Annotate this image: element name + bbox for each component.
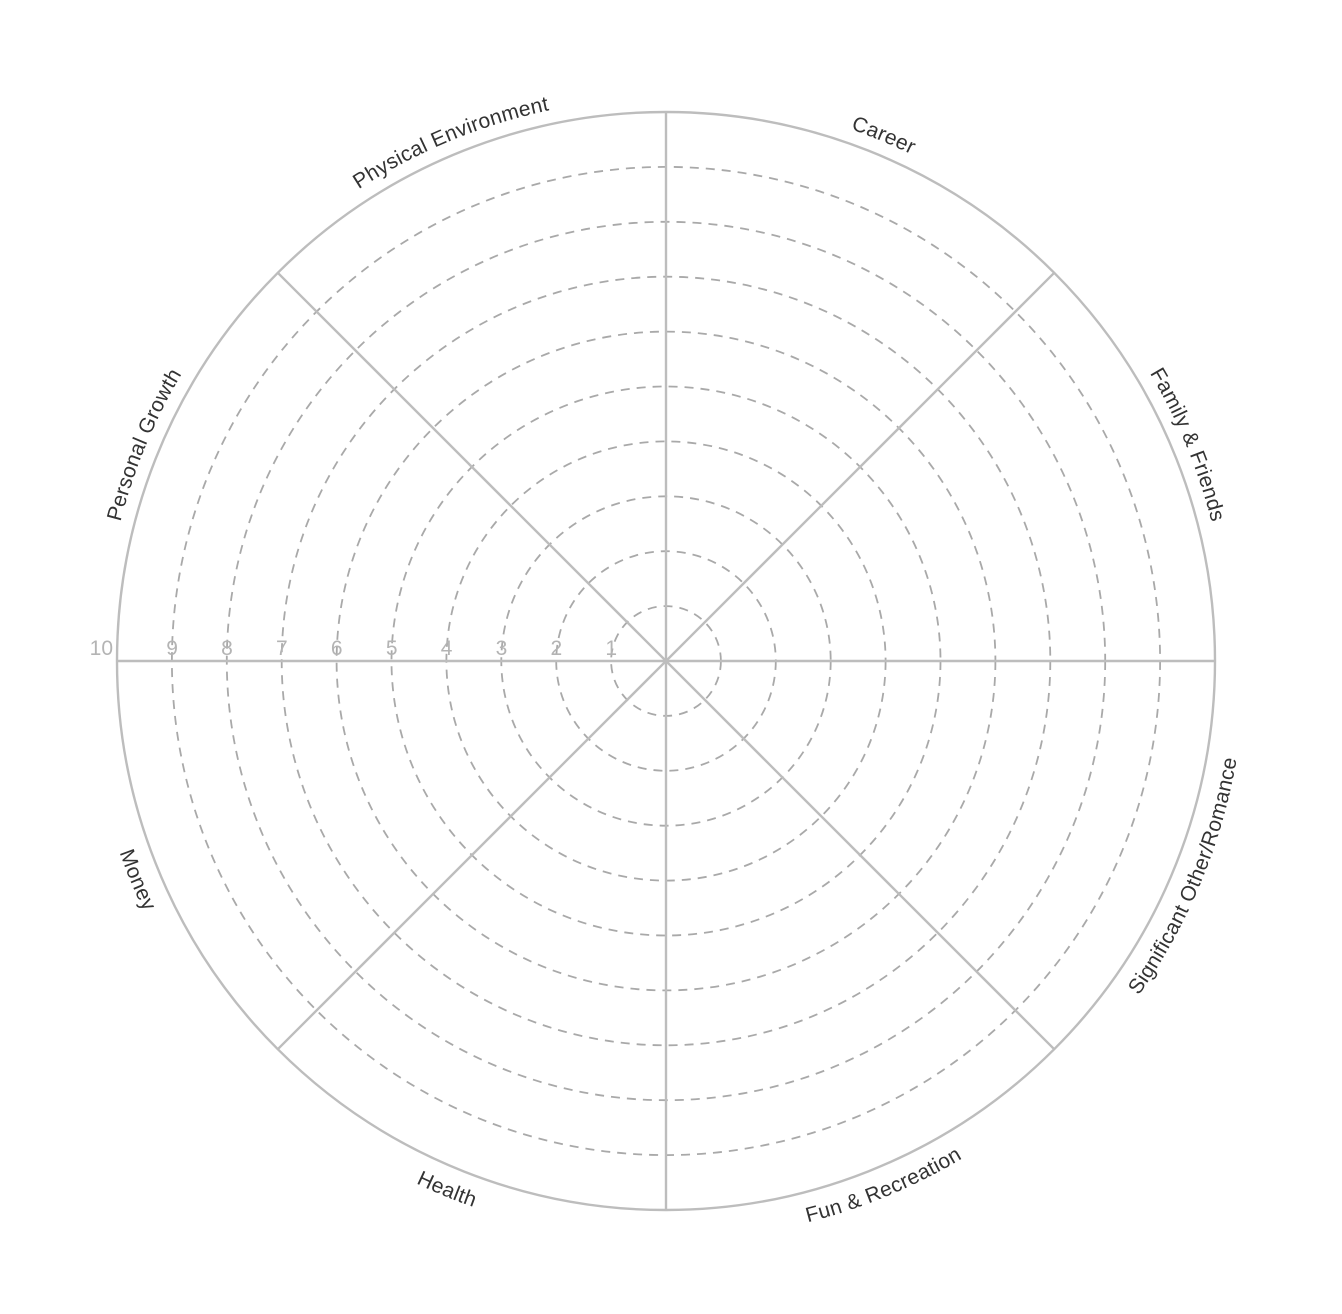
- category-label: Personal Growth: [103, 365, 186, 524]
- category-label: Physical Environment: [349, 93, 551, 194]
- category-label-text: Career: [849, 112, 919, 159]
- category-label-text: Physical Environment: [349, 93, 551, 194]
- scale-label-7: 7: [276, 637, 288, 660]
- scale-label-8: 8: [221, 637, 233, 660]
- scale-labels: 1 2 3 4 5 6 7 8 9 10: [90, 637, 617, 660]
- scale-label-4: 4: [441, 637, 453, 660]
- scale-label-1: 1: [605, 637, 617, 660]
- category-label-text: Family & Friends: [1145, 364, 1228, 524]
- scale-label-5: 5: [386, 637, 398, 660]
- category-dividers: [117, 112, 1215, 1210]
- divider-line: [276, 271, 1056, 1051]
- scale-label-2: 2: [551, 637, 563, 660]
- scale-label-9: 9: [166, 637, 178, 660]
- scale-label-10: 10: [90, 637, 113, 660]
- outer-ring: [115, 110, 1217, 1212]
- scale-label-3: 3: [496, 637, 508, 660]
- category-label: Career: [849, 112, 919, 159]
- category-label: Family & Friends: [1145, 364, 1229, 524]
- category-label-text: Personal Growth: [103, 365, 186, 524]
- category-label-text: Significant Other/Romance: [1124, 755, 1242, 998]
- category-label: Significant Other/Romance: [1124, 755, 1242, 998]
- scale-label-6: 6: [331, 637, 343, 660]
